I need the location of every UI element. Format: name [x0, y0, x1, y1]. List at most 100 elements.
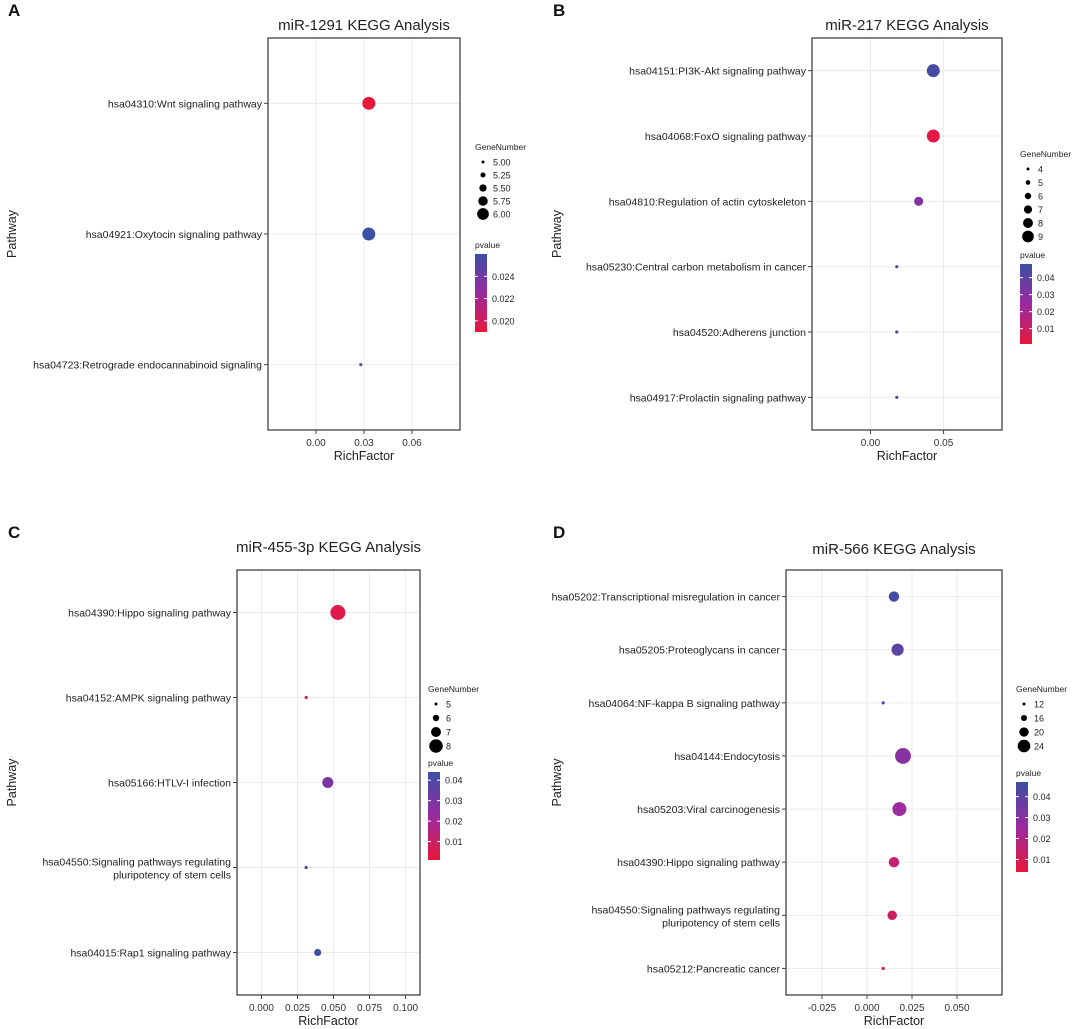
size-legend-dot [1026, 167, 1030, 171]
data-point [881, 966, 885, 971]
data-point [362, 96, 376, 110]
x-axis-label: RichFactor [298, 1014, 358, 1028]
size-legend-dot [434, 702, 438, 706]
data-point [314, 948, 322, 957]
panel-letter: C [8, 523, 20, 542]
color-legend-label: 0.04 [1037, 273, 1055, 283]
y-axis-label: Pathway [550, 209, 564, 258]
data-point [330, 605, 346, 620]
x-tick-label: 0.100 [393, 1003, 418, 1014]
color-legend-label: 0.02 [1033, 834, 1051, 844]
category-label: hsa04015:Rap1 signaling pathway [70, 948, 231, 960]
category-label-line: hsa04015:Rap1 signaling pathway [70, 948, 231, 960]
color-legend-label: 0.03 [1033, 813, 1051, 823]
x-tick-label: 0.000 [854, 1003, 879, 1014]
size-legend-label: 9 [1038, 232, 1043, 242]
color-legend-title: pvalue [475, 240, 500, 250]
category-label: hsa05230:Central carbon metabolism in ca… [586, 262, 807, 274]
category-label-line: hsa04810:Regulation of actin cytoskeleto… [609, 196, 806, 208]
x-tick-label: 0.06 [402, 438, 422, 449]
size-legend-label: 5 [446, 700, 451, 710]
color-legend-label: 0.022 [492, 294, 515, 304]
size-legend-title: GeneNumber [1020, 149, 1071, 159]
color-legend-label: 0.04 [445, 776, 463, 786]
data-point [322, 776, 334, 789]
x-tick-label: -0.025 [808, 1003, 837, 1014]
plot-area [786, 570, 1002, 995]
category-label-line: pluripotency of stem cells [662, 917, 780, 929]
plot-frame [785, 569, 1003, 996]
plot-frame [811, 37, 1003, 431]
y-axis-label: Pathway [5, 758, 19, 807]
size-legend-label: 5.75 [493, 197, 511, 207]
size-legend-label: 8 [1038, 219, 1043, 229]
data-point [895, 395, 899, 399]
category-label-line: hsa04144:Endocytosis [674, 751, 780, 763]
color-legend-label: 0.020 [492, 316, 515, 326]
category-label-line: hsa04310:Wnt signaling pathway [108, 98, 263, 110]
color-legend-label: 0.024 [492, 272, 515, 282]
category-label: hsa04550:Signaling pathways regulating pl… [42, 857, 231, 882]
category-label-line: hsa04152:AMPK signaling pathway [66, 693, 232, 705]
data-point [888, 591, 900, 602]
x-tick-label: 0.00 [861, 438, 881, 449]
category-label-line: hsa05212:Pancreatic cancer [647, 963, 781, 975]
size-legend-title: GeneNumber [428, 684, 479, 694]
chart-title: miR-455-3p KEGG Analysis [236, 539, 421, 556]
size-legend-dot [479, 184, 487, 192]
x-tick-label: 0.025 [285, 1003, 310, 1014]
x-tick-label: 0.050 [944, 1003, 969, 1014]
panel-letter: A [8, 1, 20, 20]
data-point [895, 330, 899, 334]
size-legend-label: 5 [1038, 178, 1043, 188]
color-legend-label: 0.04 [1033, 792, 1051, 802]
data-point [362, 227, 376, 241]
color-legend-title: pvalue [1020, 250, 1045, 260]
x-axis-label: RichFactor [334, 449, 394, 463]
size-legend-dot [477, 208, 489, 220]
size-legend-dot [1025, 180, 1031, 185]
category-label: hsa04921:Oxytocin signaling pathway [86, 229, 263, 241]
category-label-line: hsa05203:Viral carcinogenesis [637, 804, 780, 816]
size-legend-dot [481, 160, 485, 164]
category-label-line: hsa04917:Prolactin signaling pathway [630, 392, 807, 404]
color-legend-label: 0.03 [1037, 290, 1055, 300]
color-legend-label: 0.01 [445, 837, 463, 847]
data-point [304, 695, 308, 700]
category-label: hsa05202:Transcriptional misregulation i… [552, 592, 781, 604]
category-label: hsa04064:NF-kappa B signaling pathway [589, 698, 781, 710]
data-point [887, 910, 897, 921]
size-legend-label: 7 [446, 728, 451, 738]
data-point [881, 701, 885, 705]
size-legend-label: 5.25 [493, 171, 511, 181]
category-label-line: hsa04921:Oxytocin signaling pathway [86, 229, 263, 241]
size-legend-label: 16 [1034, 714, 1044, 724]
x-axis-label: RichFactor [877, 449, 937, 463]
color-legend-label: 0.03 [445, 796, 463, 806]
category-label-line: hsa04064:NF-kappa B signaling pathway [589, 698, 781, 710]
category-label: hsa04550:Signaling pathways regulating pl… [591, 904, 780, 929]
chart-title: miR-1291 KEGG Analysis [278, 17, 450, 34]
size-legend-label: 8 [446, 742, 451, 752]
data-point [304, 865, 308, 870]
size-legend-dot [1019, 727, 1029, 737]
category-label-line: hsa04068:FoxO signaling pathway [645, 131, 807, 143]
data-point [895, 265, 899, 269]
color-legend-label: 0.01 [1033, 855, 1051, 865]
data-point [359, 363, 363, 367]
x-tick-label: 0.000 [249, 1003, 274, 1014]
x-tick-label: 0.05 [934, 438, 954, 449]
category-label: hsa05205:Proteoglycans in cancer [619, 645, 781, 657]
color-legend-label: 0.02 [445, 817, 463, 827]
data-point [895, 748, 911, 764]
category-label-line: hsa04723:Retrograde endocannabinoid sign… [33, 360, 262, 372]
size-legend-dot [1023, 218, 1033, 228]
category-label-line: hsa05205:Proteoglycans in cancer [619, 645, 781, 657]
category-label: hsa05203:Viral carcinogenesis [637, 804, 780, 816]
size-legend-label: 12 [1034, 700, 1044, 710]
category-label-line: hsa05230:Central carbon metabolism in ca… [586, 262, 807, 274]
chart-title: miR-217 KEGG Analysis [825, 17, 988, 34]
